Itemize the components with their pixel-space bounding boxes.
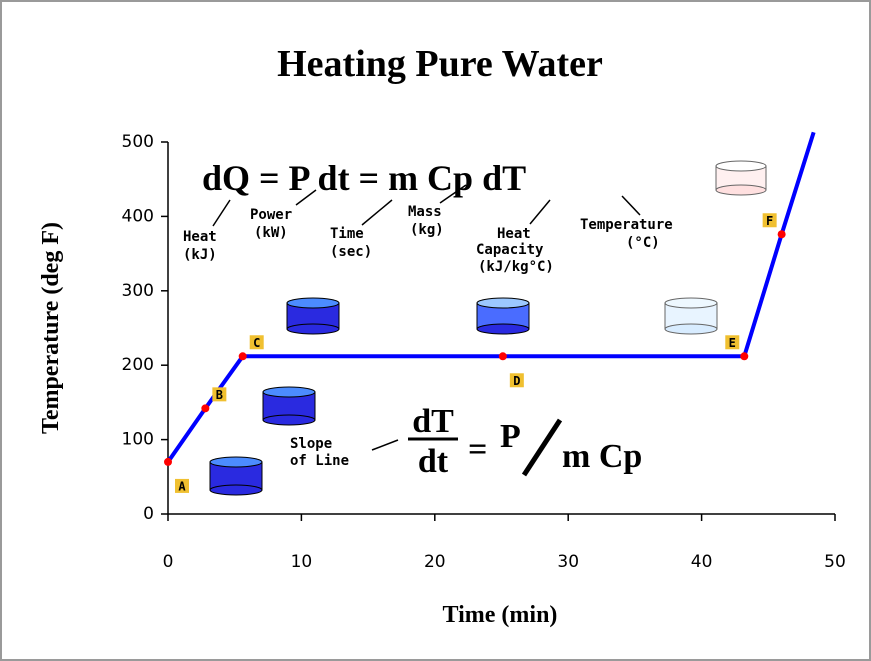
note: (°C): [626, 235, 660, 251]
note: (sec): [330, 244, 372, 260]
point-label: F: [766, 214, 773, 228]
y-tick-label: 300: [122, 281, 154, 301]
point-label: D: [513, 374, 520, 388]
x-tick-label: 40: [691, 552, 713, 572]
point-label: E: [729, 336, 736, 350]
slope-mcp: m Cp: [562, 438, 642, 475]
point-label-box: [175, 478, 189, 493]
point-label: B: [216, 388, 223, 402]
x-tick-label: 20: [424, 552, 446, 572]
y-axis-label: Temperature (deg F): [38, 222, 64, 434]
note: Slope: [290, 436, 332, 452]
chart-title: Heating Pure Water: [277, 43, 603, 85]
equation: dQ = P dt = m Cp dT: [202, 158, 526, 198]
note: Heat: [183, 229, 217, 245]
y-tick-label: 100: [122, 430, 154, 450]
slope-denominator: dt: [418, 443, 449, 480]
data-point: [164, 457, 172, 466]
point-label-box: [509, 373, 524, 388]
y-tick-label: 200: [122, 355, 154, 375]
note: Time: [330, 226, 364, 242]
point-label-box: [249, 335, 264, 350]
point-label: C: [253, 336, 260, 350]
point-label-box: [725, 335, 740, 350]
x-tick-label: 0: [163, 552, 174, 572]
x-axis-label: Time (min): [443, 602, 558, 628]
note: (kW): [254, 225, 288, 241]
data-point: [498, 352, 507, 361]
point-label-box: [762, 213, 777, 228]
x-tick-label: 10: [291, 552, 313, 572]
note: of Line: [290, 453, 349, 469]
note: Temperature: [580, 217, 673, 233]
slope-numerator: dT: [412, 403, 454, 440]
y-tick-label: 0: [143, 504, 154, 524]
note: (kg): [410, 222, 444, 238]
equation-notes: Heat (kJ) Power (kW) Time (sec) Mass (kg…: [183, 204, 673, 469]
point-label-box: [212, 387, 227, 402]
data-point: [201, 404, 210, 413]
point-label: A: [178, 479, 186, 493]
note: Heat: [497, 226, 531, 242]
note: Power: [250, 207, 292, 223]
x-tick-label: 50: [824, 552, 846, 572]
slope-equals: =: [468, 431, 487, 468]
note: (kJ/kg°C): [478, 259, 554, 275]
slope-p: P: [500, 418, 521, 455]
x-tick-label: 30: [557, 552, 579, 572]
data-point: [238, 352, 247, 361]
data-point: [777, 230, 786, 239]
connectors: [212, 184, 641, 477]
note: (kJ): [183, 247, 217, 263]
y-tick-label: 400: [122, 206, 154, 226]
beaker-icons: [209, 160, 767, 496]
y-tick-label: 500: [122, 132, 154, 152]
note: Mass: [408, 204, 442, 220]
note: Capacity: [476, 242, 544, 258]
data-point: [740, 352, 749, 361]
